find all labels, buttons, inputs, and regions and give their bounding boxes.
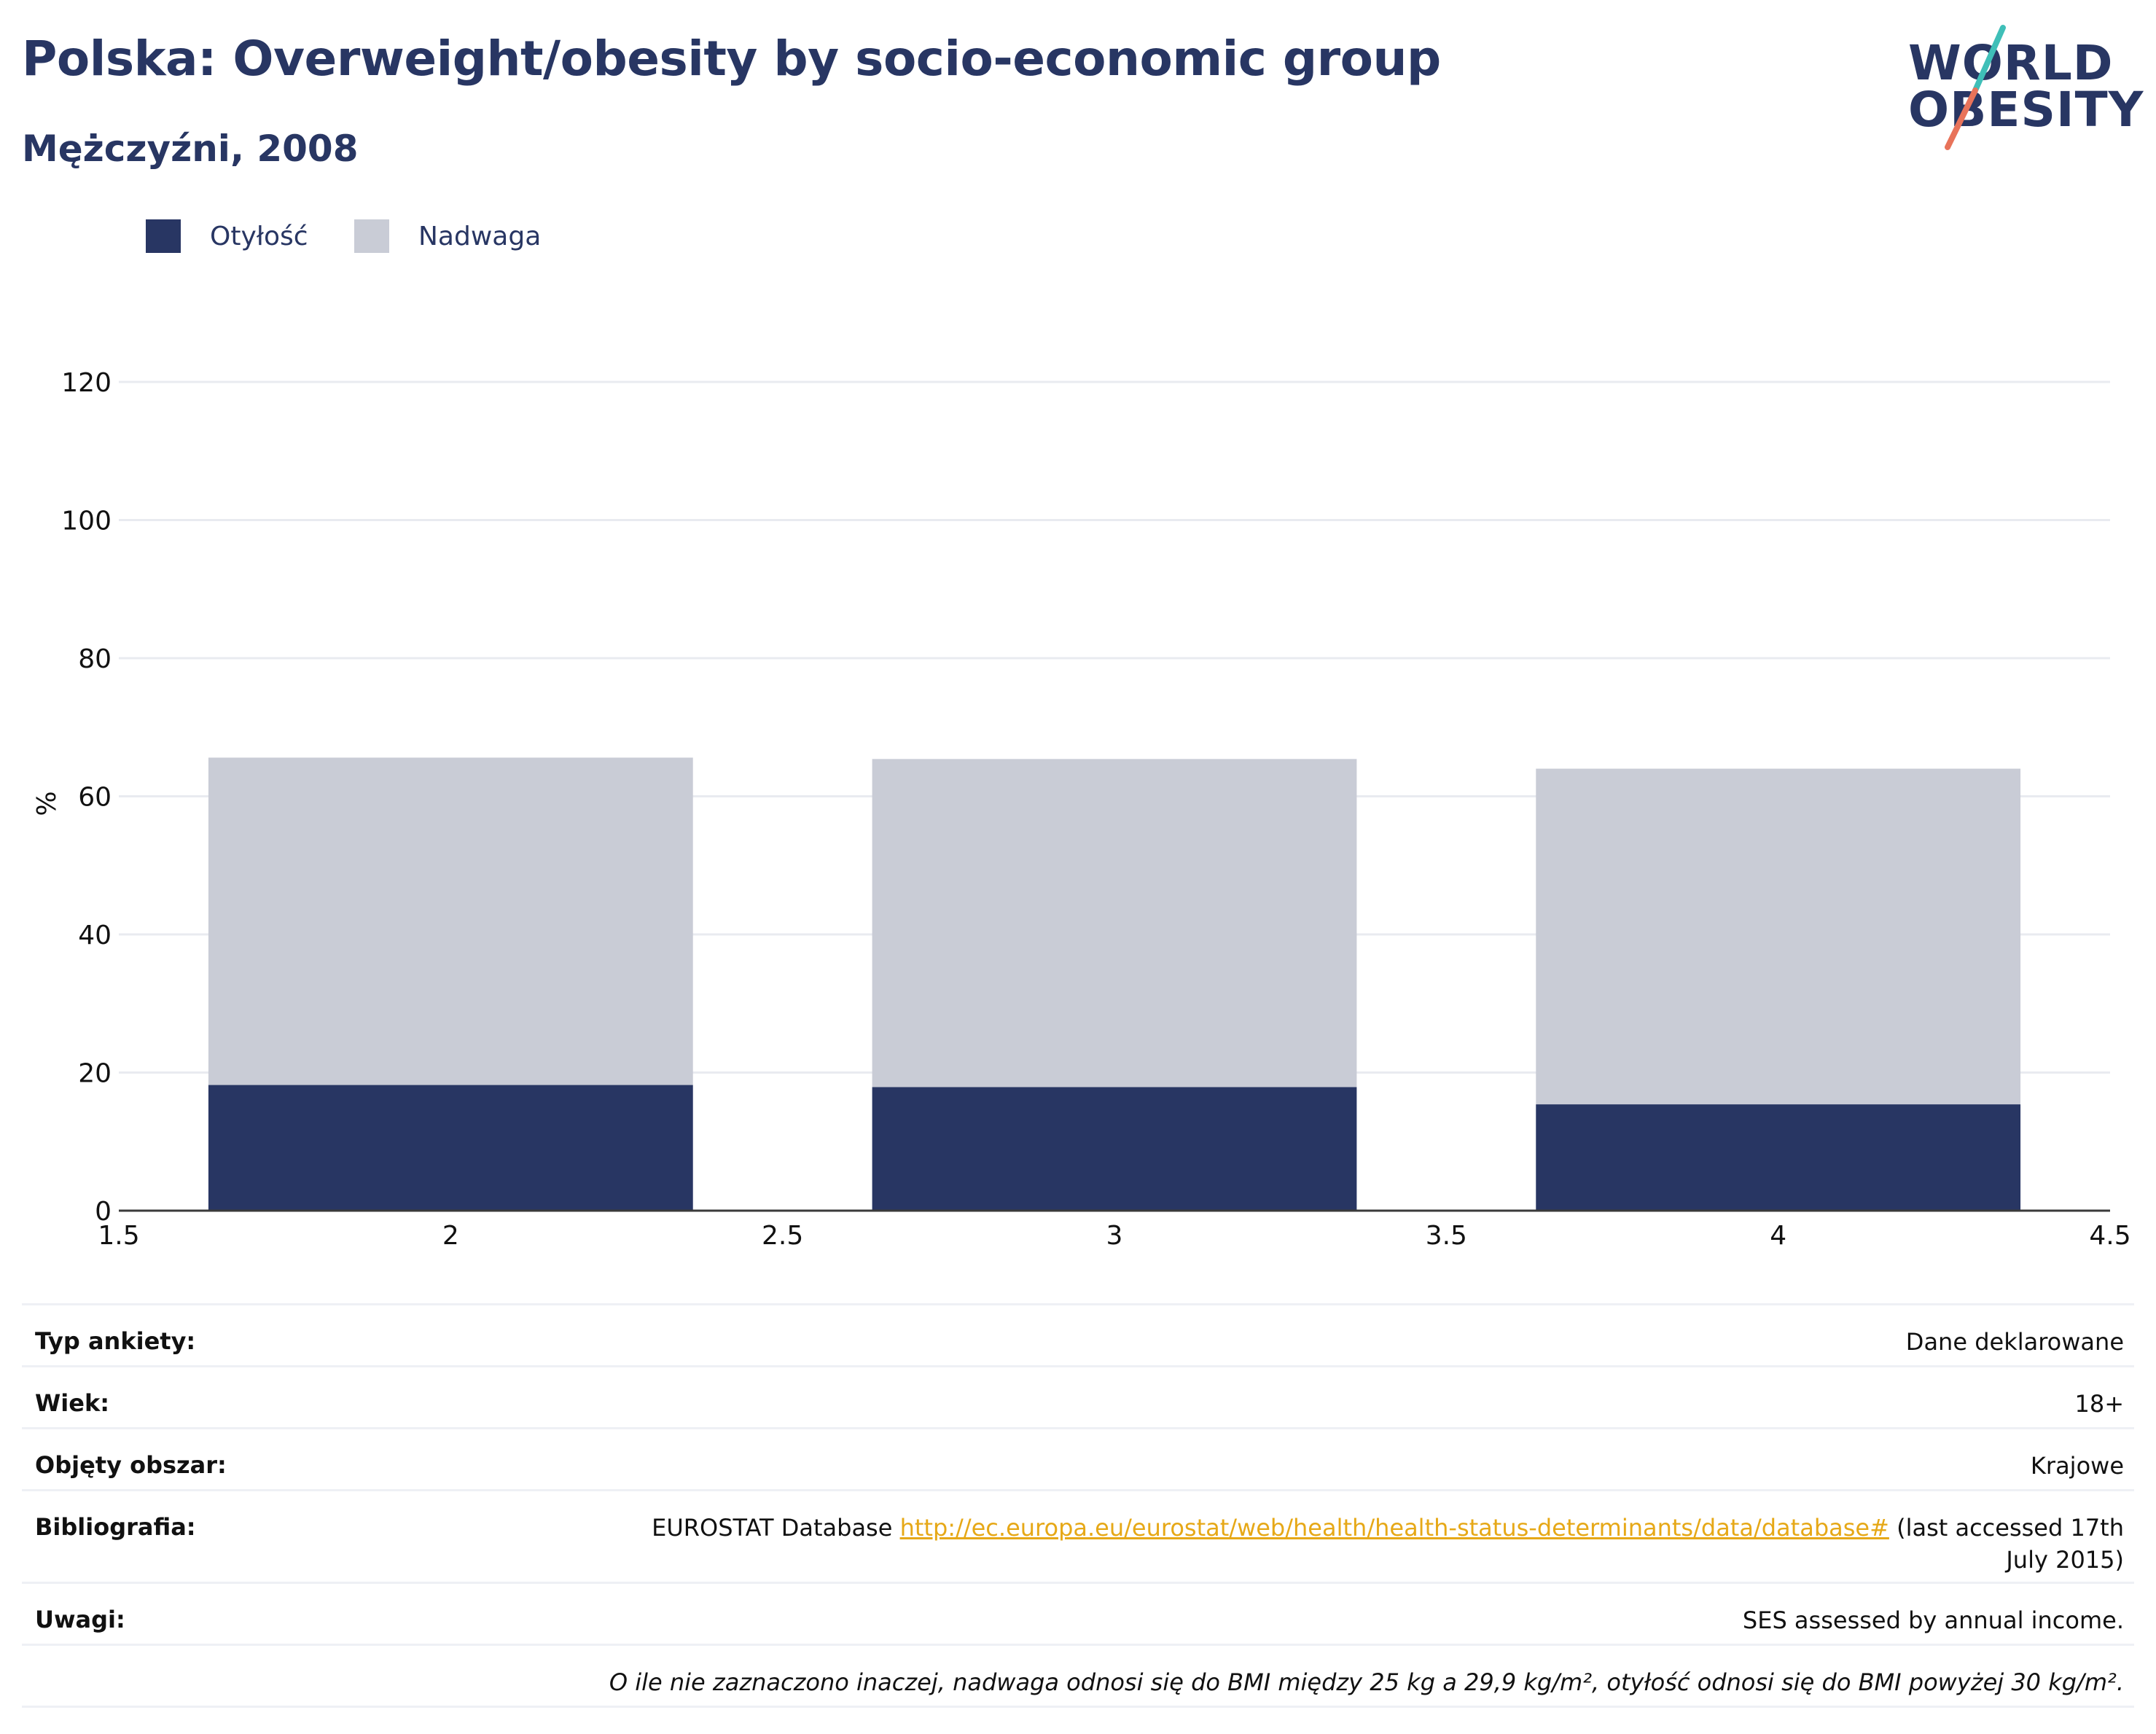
- logo-slash-icon: [1945, 25, 2006, 150]
- survey-type-value: Dane deklarowane: [1905, 1328, 2124, 1356]
- logo-line-1: WORLD: [1908, 35, 2114, 91]
- definition-footnote: O ile nie zaznaczono inaczej, nadwaga od…: [609, 1668, 2124, 1696]
- x-tick-label: 4.5: [2089, 1221, 2130, 1251]
- info-table: Typ ankiety: Dane deklarowane Wiek: 18+ …: [22, 1303, 2134, 1708]
- y-tick-label: 80: [78, 644, 112, 674]
- info-row-area: Objęty obszar: Krajowe: [22, 1427, 2134, 1489]
- info-row-footnote: O ile nie zaznaczono inaczej, nadwaga od…: [22, 1644, 2134, 1708]
- y-tick-label: 60: [78, 783, 112, 813]
- chart-title: Polska: Overweight/obesity by socio-econ…: [22, 31, 1441, 87]
- notes-value: SES assessed by annual income.: [1742, 1606, 2124, 1634]
- info-row-age: Wiek: 18+: [22, 1365, 2134, 1427]
- bar-obesity-3: [872, 1087, 1357, 1211]
- age-label: Wiek:: [35, 1389, 110, 1417]
- y-tick-label: 100: [61, 507, 112, 536]
- bar-obesity-2: [208, 1085, 693, 1211]
- x-tick-label: 2.5: [762, 1221, 803, 1251]
- notes-label: Uwagi:: [35, 1606, 125, 1633]
- x-tick-label: 4: [1770, 1221, 1786, 1251]
- bibliography-suffix: (last accessed 17th July 2015): [1889, 1514, 2124, 1574]
- y-tick-label: 20: [78, 1059, 112, 1089]
- info-row-survey-type: Typ ankiety: Dane deklarowane: [22, 1303, 2134, 1365]
- bar-obesity-4: [1536, 1104, 2021, 1211]
- y-tick-label: 0: [95, 1197, 112, 1227]
- logo-line-2: OBESITY: [1908, 82, 2144, 138]
- bibliography-label: Bibliografia:: [35, 1513, 196, 1541]
- bar-overweight-2: [208, 757, 693, 1085]
- info-row-bibliography: Bibliografia: EUROSTAT Database http://e…: [22, 1489, 2134, 1582]
- legend-label-overweight: Nadwaga: [418, 222, 542, 251]
- legend-swatch-overweight: [354, 219, 389, 253]
- legend-label-obesity: Otyłość: [210, 222, 308, 251]
- chart-subtitle: Mężczyźni, 2008: [22, 128, 359, 170]
- bibliography-prefix: EUROSTAT Database: [652, 1514, 900, 1542]
- x-tick-label: 3.5: [1426, 1221, 1467, 1251]
- x-tick-label: 2: [442, 1221, 459, 1251]
- bar-overweight-3: [872, 759, 1357, 1087]
- bibliography-link[interactable]: http://ec.europa.eu/eurostat/web/health/…: [899, 1514, 1889, 1542]
- world-obesity-logo: WORLD OBESITY: [1895, 22, 2143, 153]
- info-row-notes: Uwagi: SES assessed by annual income.: [22, 1582, 2134, 1644]
- y-tick-label: 40: [78, 921, 112, 950]
- stacked-bar-chart: 0 20 40 60 80 100 120 1.5 2 2.5 3 3.5 4 4.5%: [32, 368, 2131, 1251]
- y-tick-label: 120: [61, 368, 112, 398]
- area-value: Krajowe: [2030, 1452, 2124, 1480]
- age-value: 18+: [2074, 1390, 2124, 1418]
- x-tick-label: 1.5: [98, 1221, 139, 1251]
- bibliography-value: EUROSTAT Database http://ec.europa.eu/eu…: [622, 1512, 2124, 1576]
- survey-type-label: Typ ankiety:: [35, 1327, 196, 1355]
- x-tick-label: 3: [1106, 1221, 1123, 1251]
- area-label: Objęty obszar:: [35, 1451, 227, 1479]
- bar-overweight-4: [1536, 768, 2021, 1105]
- legend-swatch-obesity: [146, 219, 181, 253]
- y-axis-label: %: [32, 791, 62, 816]
